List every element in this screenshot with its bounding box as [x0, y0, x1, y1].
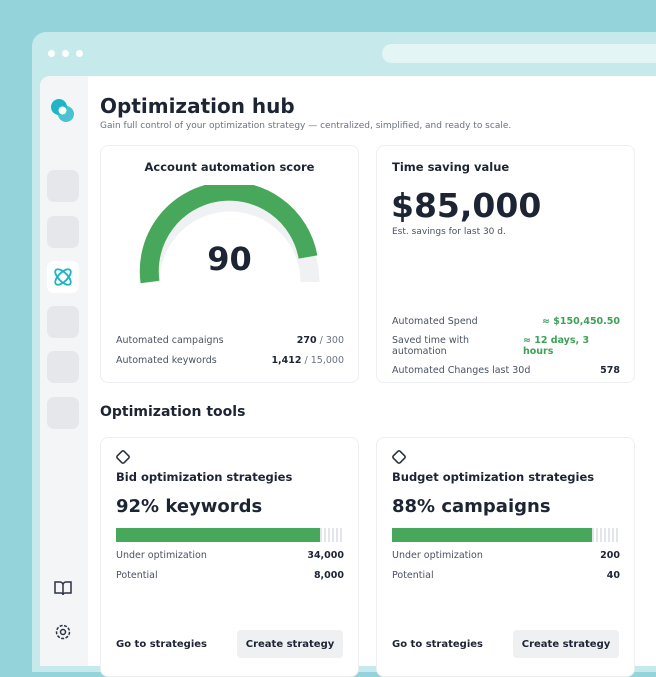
stat-label: Potential — [116, 570, 158, 581]
card-title: Time saving value — [392, 160, 510, 174]
tool-rows: Under optimization 34,000 Potential 8,000 — [116, 550, 344, 590]
nav-item-active[interactable] — [47, 261, 79, 293]
window-dot — [48, 50, 55, 57]
button[interactable]: Create strategy — [237, 630, 343, 658]
stat-label: Saved time with automation — [392, 335, 470, 357]
tool-headline: 92% keywords — [116, 496, 263, 517]
stat-row: Automated Spend ≈ $150,450.50 — [392, 316, 620, 327]
link[interactable]: Go to strategies — [392, 639, 483, 650]
stat-row: Potential 40 — [392, 570, 620, 581]
stat-label: Under optimization — [116, 550, 207, 561]
caption: Est. savings for last 30 d. — [392, 227, 506, 237]
window-dot — [76, 50, 83, 57]
stat-row: Under optimization 200 — [392, 550, 620, 561]
page-subtitle: Gain full control of your optimization s… — [100, 121, 512, 131]
stat-row: Potential 8,000 — [116, 570, 344, 581]
stat-row: Under optimization 34,000 — [116, 550, 344, 561]
stat-label: Potential — [392, 570, 434, 581]
nav-item[interactable] — [47, 170, 79, 202]
stat-label: Automated Changes last 30d — [392, 365, 531, 376]
button[interactable]: Create strategy — [513, 630, 619, 658]
nav-item[interactable] — [47, 216, 79, 248]
nav-item[interactable] — [47, 306, 79, 338]
amount: $85,000 — [391, 186, 542, 225]
section-heading: Optimization tools — [100, 404, 246, 420]
page-title: Optimization hub — [100, 94, 295, 118]
stat-label: Under optimization — [392, 550, 483, 561]
progress-bar — [116, 528, 344, 542]
stat-row: Automated keywords 1,412 / 15,000 — [116, 355, 344, 366]
tool-headline: 88% campaigns — [392, 496, 551, 517]
address-bar — [382, 44, 656, 63]
stat-value: 1,412 / 15,000 — [271, 355, 344, 366]
progress-fill — [116, 528, 320, 542]
settings-icon[interactable] — [54, 623, 72, 641]
stat-row: Automated campaigns 270 / 300 — [116, 335, 344, 346]
score: 90 — [207, 240, 252, 278]
value-card — [376, 145, 635, 383]
link[interactable]: Go to strategies — [116, 639, 207, 650]
stat-value: 8,000 — [313, 570, 344, 581]
logo — [51, 99, 74, 122]
progress-bar — [392, 528, 620, 542]
stat-value: 200 — [600, 550, 620, 561]
stat-value: 34,000 — [307, 550, 344, 561]
progress-fill — [392, 528, 592, 542]
stat-value: ≈ $150,450.50 — [542, 316, 620, 327]
stat-value: 40 — [606, 570, 620, 581]
tool-rows: Under optimization 200 Potential 40 — [392, 550, 620, 590]
window-dot — [62, 50, 69, 57]
stat-label: Automated keywords — [116, 355, 217, 366]
stat-number: 270 — [296, 335, 317, 346]
stat-total: / 300 — [319, 335, 344, 346]
card-title: Account automation score — [144, 160, 315, 174]
stat-total: / 15,000 — [304, 355, 344, 366]
gauge — [139, 185, 320, 284]
stat-label: Automated Spend — [392, 316, 478, 327]
page: Optimization hub Gain full control of yo… — [32, 32, 656, 677]
stat-value: 270 / 300 — [297, 335, 344, 346]
tool-title: Budget optimization strategies — [392, 470, 595, 484]
tool-title: Bid optimization strategies — [116, 470, 293, 484]
stat-value: ≈ 12 days, 3 hours — [522, 335, 590, 357]
nav-item[interactable] — [47, 351, 79, 383]
nav-item[interactable] — [47, 397, 79, 429]
stat-value: 578 — [600, 365, 620, 376]
book-icon[interactable] — [54, 580, 72, 596]
stat-row: Saved time with automation ≈ 12 days, 3 h… — [392, 335, 620, 357]
stat-label: Automated campaigns — [116, 335, 224, 346]
stat-row: Automated Changes last 30d 578 — [392, 365, 620, 376]
stat-number: 1,412 — [271, 355, 302, 366]
